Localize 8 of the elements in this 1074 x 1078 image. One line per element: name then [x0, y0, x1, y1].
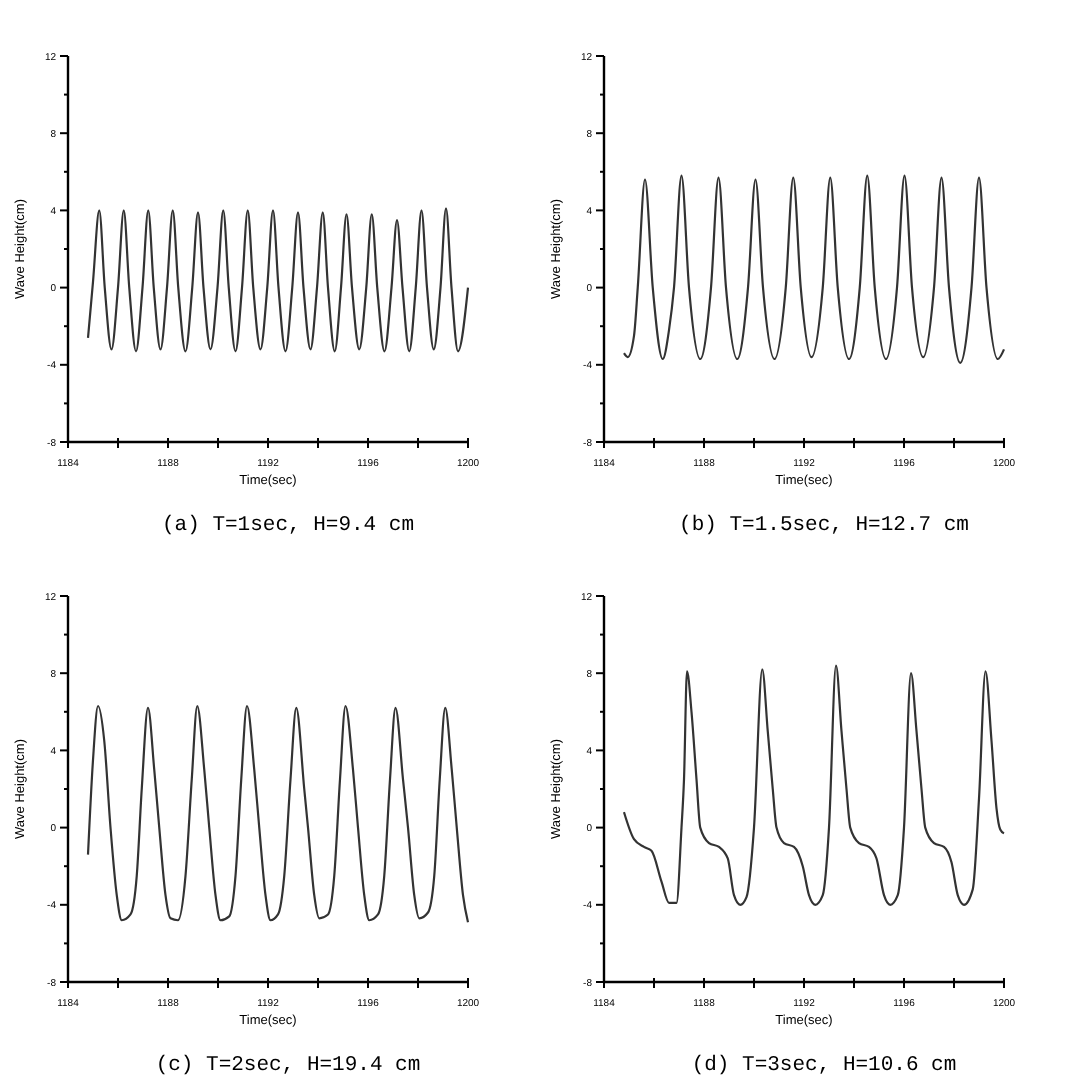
text: (c) T=2sec, H=19.4 cm: [155, 1054, 421, 1078]
text: (a) T=1sec, H=9.4 cm: [161, 514, 415, 538]
text: (b) T=1.5sec, H=12.7 cm: [679, 514, 969, 538]
line-series: [622, 174, 1006, 364]
text: (d) T=3sec, H=10.6 cm: [691, 1054, 957, 1078]
line-series: [86, 704, 470, 924]
line-series: [622, 664, 1006, 906]
line-series: [86, 207, 470, 353]
